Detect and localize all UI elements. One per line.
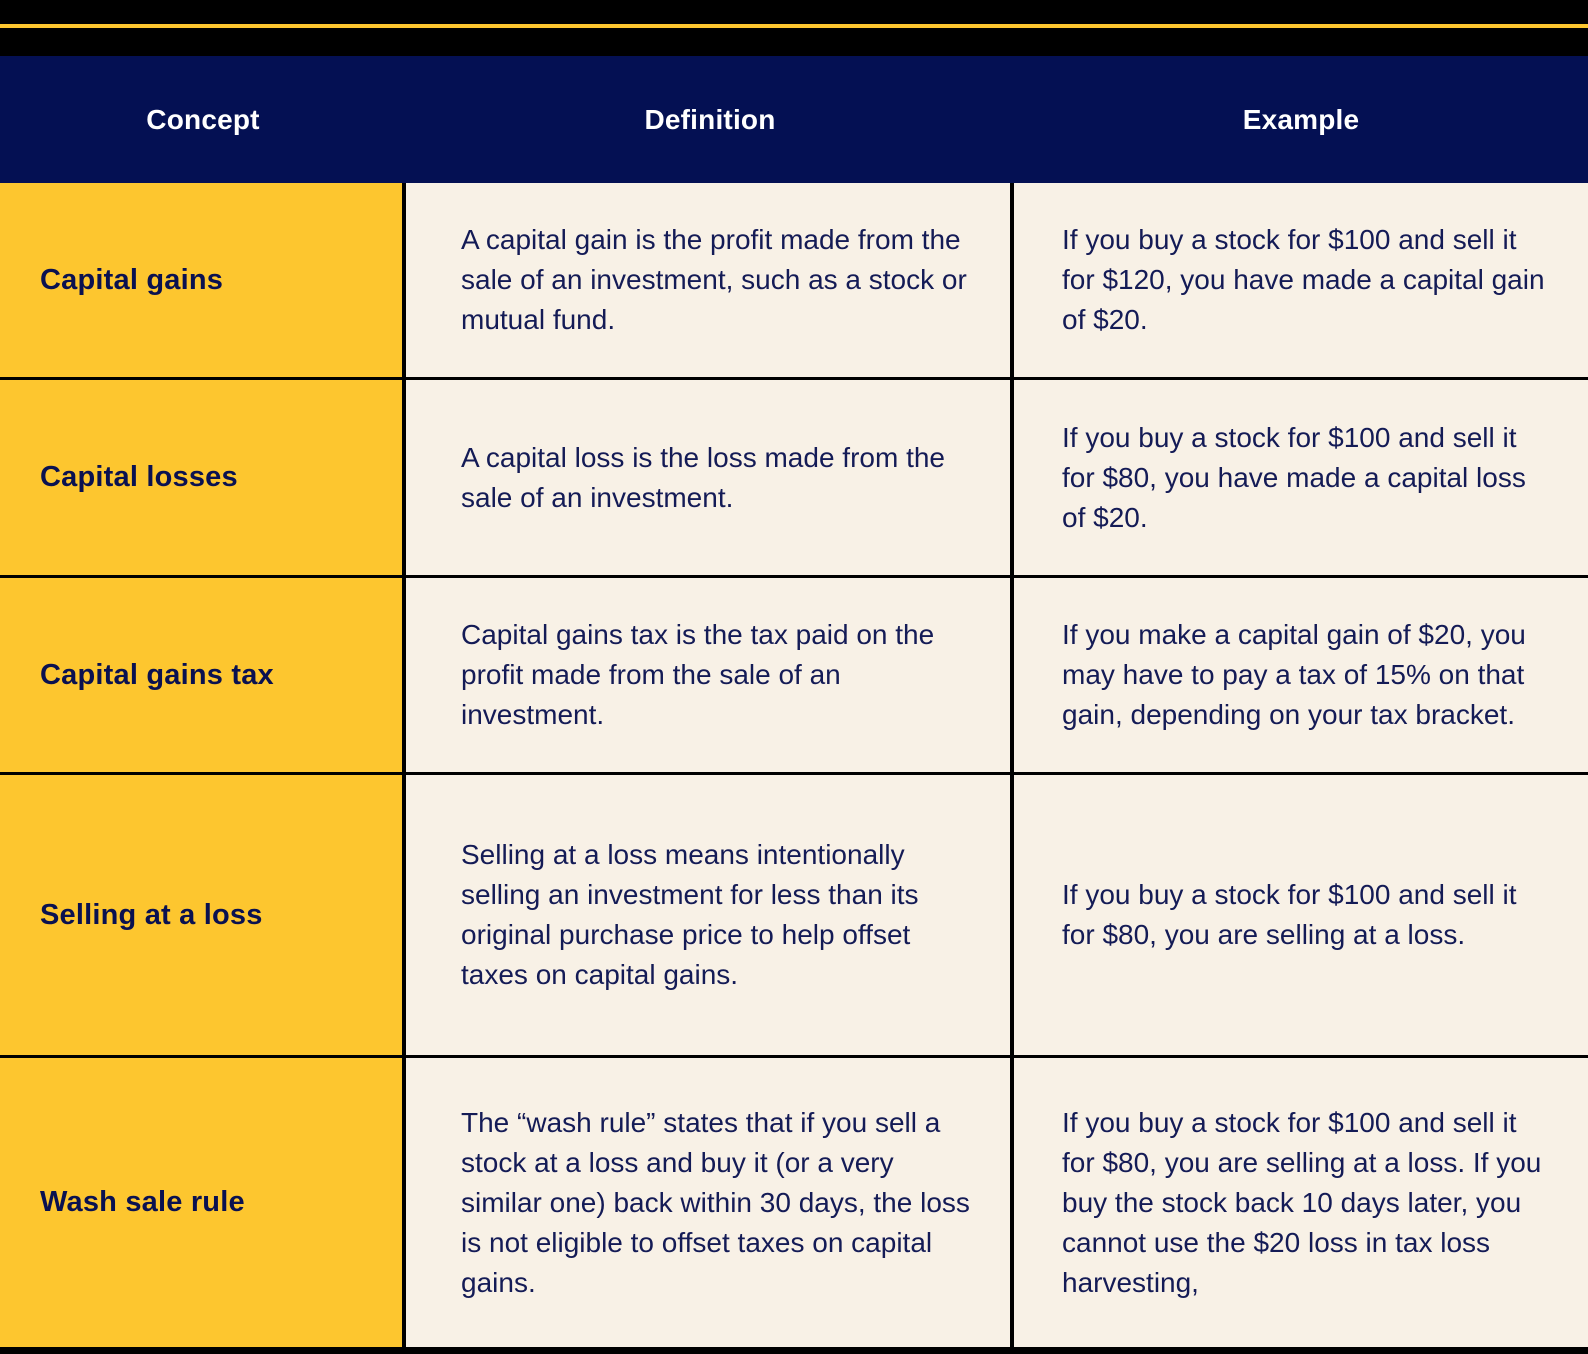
definition-cell: A capital loss is the loss made from the… [406, 380, 1014, 575]
table-row: Capital losses A capital loss is the los… [0, 380, 1588, 578]
table-row: Capital gains A capital gain is the prof… [0, 183, 1588, 380]
definition-cell: A capital gain is the profit made from t… [406, 183, 1014, 377]
definition-cell: Selling at a loss means intentionally se… [406, 775, 1014, 1055]
example-cell: If you buy a stock for $100 and sell it … [1014, 380, 1588, 575]
example-text: If you buy a stock for $100 and sell it … [1062, 224, 1545, 335]
definition-text: The “wash rule” states that if you sell … [461, 1106, 970, 1298]
table-row: Selling at a loss Selling at a loss mean… [0, 775, 1588, 1058]
example-cell: If you buy a stock for $100 and sell it … [1014, 775, 1588, 1055]
table-header-row: Concept Definition Example [0, 56, 1588, 183]
top-black-band [0, 0, 1588, 24]
example-cell: If you buy a stock for $100 and sell it … [1014, 1058, 1588, 1347]
table-row: Wash sale rule The “wash rule” states th… [0, 1058, 1588, 1347]
definition-text: A capital loss is the loss made from the… [461, 441, 945, 513]
concept-cell: Wash sale rule [0, 1058, 406, 1347]
concept-cell: Capital losses [0, 380, 406, 575]
definition-text: Capital gains tax is the tax paid on the… [461, 619, 935, 730]
top-black-band-lower [0, 28, 1588, 56]
table-row: Capital gains tax Capital gains tax is t… [0, 578, 1588, 775]
concept-cell: Capital gains tax [0, 578, 406, 772]
concept-label: Wash sale rule [40, 1186, 245, 1218]
column-header-concept: Concept [146, 103, 260, 135]
example-cell: If you make a capital gain of $20, you m… [1014, 578, 1588, 772]
example-cell: If you buy a stock for $100 and sell it … [1014, 183, 1588, 377]
concept-label: Capital gains [40, 263, 224, 296]
example-text: If you buy a stock for $100 and sell it … [1062, 879, 1517, 950]
example-text: If you buy a stock for $100 and sell it … [1062, 421, 1526, 533]
concept-cell: Selling at a loss [0, 775, 406, 1055]
example-text: If you make a capital gain of $20, you m… [1062, 619, 1526, 730]
definition-text: Selling at a loss means intentionally se… [461, 839, 919, 990]
definition-cell: The “wash rule” states that if you sell … [406, 1058, 1014, 1347]
definition-text: A capital gain is the profit made from t… [461, 224, 967, 335]
bottom-black-border [0, 1347, 1588, 1354]
concept-label: Selling at a loss [40, 898, 263, 931]
example-text: If you buy a stock for $100 and sell it … [1062, 1106, 1542, 1298]
definition-cell: Capital gains tax is the tax paid on the… [406, 578, 1014, 772]
concept-label: Capital gains tax [40, 658, 274, 691]
column-header-example: Example [1242, 103, 1360, 135]
top-yellow-stripe [0, 24, 1588, 28]
concept-label: Capital losses [40, 461, 238, 493]
column-header-definition: Definition [644, 103, 776, 135]
concept-cell: Capital gains [0, 183, 406, 377]
